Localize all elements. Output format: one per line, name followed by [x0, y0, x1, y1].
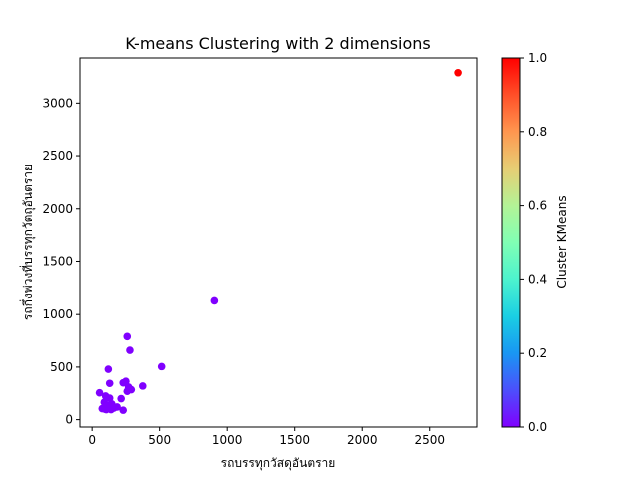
x-axis-ticks: 0 500 1000 1500 2000 2500 [88, 427, 445, 447]
scatter-point [157, 362, 166, 371]
x-tick-label: 2500 [414, 433, 445, 447]
scatter-point [105, 394, 114, 402]
scatter-point [454, 68, 462, 77]
plot-frame [79, 57, 478, 428]
scatter-point [107, 405, 115, 414]
colorbar: 0.0 0.2 0.4 0.6 0.8 1.0 [501, 51, 547, 434]
x-tick-label: 2000 [347, 433, 378, 447]
colorbar-ticks: 0.0 0.2 0.4 0.6 0.8 1.0 [520, 51, 547, 434]
y-axis-ticks: 0 500 1000 1500 2000 2500 3000 [42, 96, 80, 427]
colorbar-tick-label: 1.0 [528, 51, 547, 65]
x-tick-label: 0 [88, 433, 96, 447]
x-tick-label: 500 [148, 433, 171, 447]
colorbar-tick-label: 0.6 [528, 199, 547, 213]
scatter-point [117, 394, 125, 403]
scatter-point [105, 379, 114, 388]
scatter-point [126, 346, 134, 354]
scatter-point [119, 406, 128, 414]
colorbar-tick-label: 0.0 [528, 420, 547, 434]
colorbar-tick-label: 0.8 [528, 125, 547, 139]
y-tick-label: 500 [50, 360, 73, 374]
scatter-point [210, 296, 219, 305]
scatter-point [101, 405, 109, 413]
colorbar-gradient [501, 57, 521, 428]
scatter-point [95, 388, 104, 397]
plot-area: 0 500 1000 1500 2000 2500 0 500 1000 1500 2000 250… [42, 57, 478, 447]
y-tick-label: 1500 [42, 254, 73, 268]
y-tick-label: 3000 [42, 96, 73, 110]
y-tick-label: 1000 [42, 307, 73, 321]
colorbar-tick-label: 0.4 [528, 272, 547, 286]
scatter-point [123, 332, 132, 341]
colorbar-label: Cluster KMeans [555, 195, 569, 288]
scatter-point [123, 387, 132, 395]
y-tick-label: 0 [65, 413, 73, 427]
scatter-point [138, 382, 147, 390]
y-tick-label: 2500 [42, 149, 73, 163]
scatter-point [104, 365, 113, 373]
chart-title: K-means Clustering with 2 dimensions [125, 34, 431, 53]
y-tick-label: 2000 [42, 202, 73, 216]
y-axis-label: รถกึ่งพ่วงที่บรรทุกวัตถุอันตราย [19, 164, 36, 320]
x-tick-label: 1500 [279, 433, 310, 447]
colorbar-tick-label: 0.2 [528, 346, 547, 360]
x-tick-label: 1000 [212, 433, 243, 447]
x-axis-label: รถบรรทุกวัสดุอันตราย [221, 456, 336, 471]
scatter-points [95, 68, 462, 414]
scatter-point [119, 378, 128, 387]
